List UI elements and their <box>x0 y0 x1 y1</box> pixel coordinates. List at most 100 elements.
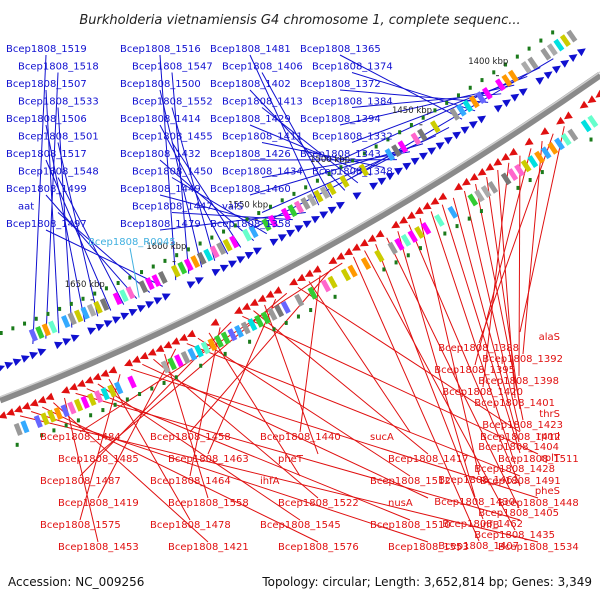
gene-label[interactable]: Bcep1808_1534 <box>498 542 579 553</box>
gene-label[interactable]: Bcep1808_1548 <box>18 167 99 178</box>
gene-label[interactable]: Bcep1808_1398 <box>478 376 559 387</box>
gene-label[interactable]: Bcep1808_1497 <box>6 219 87 230</box>
gene-label[interactable]: Bcep1808_1500 <box>120 79 201 90</box>
gene-label[interactable]: Bcep1808_1511 <box>498 454 579 465</box>
gene-label[interactable]: Bcep1808_1576 <box>278 542 359 553</box>
gene-label[interactable]: Bcep1808_1484 <box>40 432 121 443</box>
gene-label[interactable]: Bcep1808_1518 <box>18 62 99 73</box>
gene-label[interactable]: Bcep1808_1392 <box>482 354 563 365</box>
gene-label[interactable]: Bcep1808_1499 <box>6 184 87 195</box>
gene-label[interactable]: Bcep1808_1414 <box>120 114 201 125</box>
gene-label-text[interactable]: Bcep1808_1458 <box>150 432 231 443</box>
gene-label-text[interactable]: Bcep1808_1392 <box>482 354 563 365</box>
gene-label[interactable]: valS <box>222 202 243 213</box>
gene-label[interactable]: Bcep1808_1506 <box>6 114 87 125</box>
gene-label[interactable]: Bcep1808_1332 <box>312 132 393 143</box>
gene-label-text[interactable]: pheS <box>535 486 560 497</box>
gene-label-text[interactable]: thrS <box>539 409 560 420</box>
gene-label-text[interactable]: Bcep1808_1358 <box>210 219 291 230</box>
gene-label[interactable]: Bcep1808_1402 <box>210 79 291 90</box>
gene-label[interactable]: Bcep1808_1384 <box>312 97 393 108</box>
gene-label[interactable]: Bcep1808_1553 <box>388 542 469 553</box>
gene-label[interactable]: Bcep1808_1517 <box>6 149 87 160</box>
gene-label-text[interactable]: Bcep1808_1423 <box>482 420 563 431</box>
gene-label-text[interactable]: valS <box>222 202 243 213</box>
gene-label-text[interactable]: Bcep1808_1501 <box>18 132 99 143</box>
gene-label[interactable]: Bcep1808_1412 <box>480 432 561 443</box>
gene-label-text[interactable]: Bcep1808_1507 <box>6 79 87 90</box>
gene-label-text[interactable]: Bcep1808_1545 <box>260 520 341 531</box>
gene-label-text[interactable]: Bcep1808_1405 <box>478 508 559 519</box>
gene-label[interactable]: Bcep1808_1358 <box>210 219 291 230</box>
gene-label[interactable]: thrS <box>539 409 560 420</box>
gene-label[interactable]: Bcep1808_1479 <box>120 219 201 230</box>
gene-label-text[interactable]: Bcep1808_1519 <box>6 44 87 55</box>
gene-label-text[interactable]: Bcep1808_1348 <box>312 167 393 178</box>
gene-label-text[interactable]: Bcep1808_1435 <box>474 530 555 541</box>
gene-label-text[interactable]: Bcep1808_1432 <box>120 149 201 160</box>
gene-label[interactable]: Bcep1808_1413 <box>222 97 303 108</box>
gene-label-text[interactable]: Bcep1808_1479 <box>120 219 201 230</box>
gene-label[interactable]: pheS <box>535 486 560 497</box>
gene-label-text[interactable]: Bcep1808_1414 <box>120 114 201 125</box>
gene-label-text[interactable]: Bcep1808_1548 <box>18 167 99 178</box>
gene-label-text[interactable]: Bcep1808_1517 <box>6 149 87 160</box>
gene-label-text[interactable]: Bcep1808_1464 <box>150 476 231 487</box>
gene-label-text[interactable]: Bcep1808_1516 <box>120 44 201 55</box>
gene-label[interactable]: nusA <box>388 498 413 509</box>
gene-label[interactable]: Bcep1808_1405 <box>478 508 559 519</box>
gene-label[interactable]: Bcep1808_1545 <box>260 520 341 531</box>
gene-label[interactable]: Bcep1808_R0045 <box>88 237 176 248</box>
gene-label-text[interactable]: Bcep1808_1512 <box>370 476 451 487</box>
gene-label[interactable]: Bcep1808_1372 <box>300 79 381 90</box>
gene-label[interactable]: Bcep1808_1510 <box>370 520 451 531</box>
gene-label[interactable]: Bcep1808_1423 <box>482 420 563 431</box>
gene-label-text[interactable]: Bcep1808_1404 <box>478 442 559 453</box>
gene-label-text[interactable]: infB <box>480 520 500 531</box>
gene-label[interactable]: Bcep1808_1449 <box>120 184 201 195</box>
gene-label-text[interactable]: Bcep1808_1510 <box>370 520 451 531</box>
gene-label[interactable]: Bcep1808_1481 <box>210 44 291 55</box>
gene-label-text[interactable]: Bcep1808_1453 <box>58 542 139 553</box>
gene-label-text[interactable]: Bcep1808_1487 <box>40 476 121 487</box>
gene-label[interactable]: Bcep1808_1447 <box>132 202 213 213</box>
gene-label-text[interactable]: alaS <box>539 332 560 343</box>
gene-label-text[interactable]: Bcep1808_1455 <box>132 132 213 143</box>
gene-label-text[interactable]: Bcep1808_1421 <box>168 542 249 553</box>
gene-label-text[interactable]: Bcep1808_1411 <box>222 132 303 143</box>
gene-label[interactable]: aat <box>18 202 34 213</box>
gene-label-text[interactable]: Bcep1808_1398 <box>478 376 559 387</box>
gene-label[interactable]: Bcep1808_1485 <box>58 454 139 465</box>
gene-label[interactable]: Bcep1808_1450 <box>132 167 213 178</box>
gene-label-text[interactable]: Bcep1808_1343 <box>300 149 381 160</box>
gene-label[interactable]: Bcep1808_1404 <box>478 442 559 453</box>
gene-label-text[interactable]: aat <box>18 202 34 213</box>
gene-label[interactable]: Bcep1808_1516 <box>120 44 201 55</box>
gene-label-text[interactable]: Bcep1808_1484 <box>40 432 121 443</box>
gene-label[interactable]: Bcep1808_1464 <box>150 476 231 487</box>
gene-label[interactable]: Bcep1808_1348 <box>312 167 393 178</box>
gene-label[interactable]: Bcep1808_1388 <box>438 343 519 354</box>
gene-label[interactable]: Bcep1808_1426 <box>210 149 291 160</box>
gene-label-text[interactable]: Bcep1808_1499 <box>6 184 87 195</box>
gene-label-text[interactable]: Bcep1808_1552 <box>132 97 213 108</box>
gene-label[interactable]: ihfA <box>260 476 280 487</box>
gene-label-text[interactable]: Bcep1808_R0045 <box>88 237 176 248</box>
gene-label[interactable]: Bcep1808_1547 <box>132 62 213 73</box>
gene-label[interactable]: Bcep1808_1434 <box>222 167 303 178</box>
gene-label-text[interactable]: Bcep1808_1506 <box>6 114 87 125</box>
gene-label[interactable]: Bcep1808_1394 <box>300 114 381 125</box>
gene-label-text[interactable]: ihfA <box>260 476 280 487</box>
gene-label-text[interactable]: Bcep1808_1460 <box>210 184 291 195</box>
gene-label-text[interactable]: Bcep1808_1518 <box>18 62 99 73</box>
gene-label[interactable]: Bcep1808_1419 <box>58 498 139 509</box>
gene-label-text[interactable]: Bcep1808_1448 <box>498 498 579 509</box>
gene-label-text[interactable]: Bcep1808_1575 <box>40 520 121 531</box>
gene-label[interactable]: Bcep1808_1533 <box>18 97 99 108</box>
gene-label[interactable]: Bcep1808_1507 <box>6 79 87 90</box>
gene-label-text[interactable]: Bcep1808_1428 <box>474 464 555 475</box>
gene-label-text[interactable]: sucA <box>370 432 394 443</box>
gene-label-text[interactable]: Bcep1808_1450 <box>132 167 213 178</box>
gene-label-text[interactable]: Bcep1808_1402 <box>210 79 291 90</box>
gene-label-text[interactable]: Bcep1808_1426 <box>210 149 291 160</box>
